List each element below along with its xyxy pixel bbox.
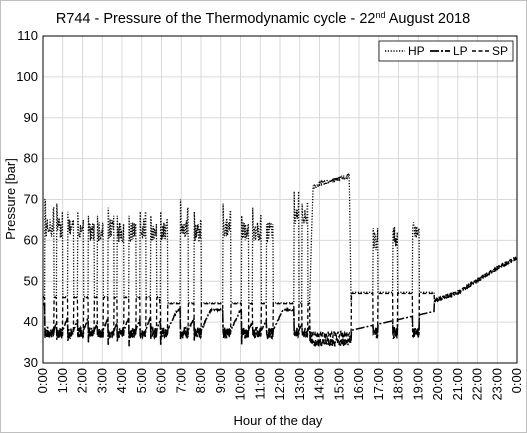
- series-sp-line: [43, 255, 518, 341]
- series-lp-line: [42, 257, 518, 350]
- x-tick-label-2: 2:00: [75, 368, 90, 393]
- y-tick-label-4: 70: [24, 192, 38, 207]
- chart-title-main: R744 - Pressure of the Thermodynamic cyc…: [56, 11, 376, 27]
- x-tick-label-22: 22:00: [470, 368, 485, 401]
- y-tick-label-7: 100: [16, 69, 38, 84]
- plot-area-border: [42, 35, 518, 364]
- chart-title-superscript: nd: [376, 10, 386, 20]
- x-tick-label-7: 7:00: [173, 368, 188, 393]
- y-tick-label-6: 90: [24, 110, 38, 125]
- y-tick-label-2: 50: [24, 273, 38, 288]
- x-tick-label-16: 16:00: [351, 368, 366, 401]
- y-tick-label-1: 40: [24, 314, 38, 329]
- legend-hp-label: HP: [408, 44, 425, 58]
- x-tick-label-13: 13:00: [292, 368, 307, 401]
- x-tick-label-4: 4:00: [114, 368, 129, 393]
- legend-sp-label: SP: [492, 44, 508, 58]
- chart-title-suffix: August 2018: [386, 11, 471, 27]
- x-tick-label-0: 0:00: [35, 368, 50, 393]
- x-tick-label-8: 8:00: [193, 368, 208, 393]
- x-tick-label-10: 10:00: [233, 368, 248, 401]
- x-tick-label-21: 21:00: [450, 368, 465, 401]
- series-hp-line: [43, 171, 518, 304]
- y-tick-label-0: 30: [24, 355, 38, 370]
- x-tick-label-15: 15:00: [331, 368, 346, 401]
- x-tick-label-1: 1:00: [55, 368, 70, 393]
- x-tick-label-20: 20:00: [430, 368, 445, 401]
- x-tick-label-24: 0:00: [509, 368, 524, 393]
- x-tick-label-3: 3:00: [94, 368, 109, 393]
- x-tick-label-19: 19:00: [410, 368, 425, 401]
- x-tick-label-23: 23:00: [489, 368, 504, 401]
- chart-title: R744 - Pressure of the Thermodynamic cyc…: [56, 10, 470, 27]
- x-tick-label-6: 6:00: [154, 368, 169, 393]
- x-tick-label-14: 14:00: [312, 368, 327, 401]
- x-tick-label-12: 12:00: [272, 368, 287, 401]
- x-tick-label-18: 18:00: [391, 368, 406, 401]
- y-tick-label-8: 110: [17, 28, 38, 43]
- y-tick-label-5: 80: [24, 151, 38, 166]
- x-tick-label-5: 5:00: [134, 368, 149, 393]
- legend-lp-label: LP: [453, 44, 468, 58]
- series-lines: [42, 171, 518, 350]
- x-axis-ticks: 0:00 1:00 2:00 3:00 4:00 5:00 6:00 7:00 8:00 9:00…: [35, 368, 524, 401]
- x-tick-label-9: 9:00: [213, 368, 228, 393]
- legend: HP LP SP: [378, 40, 514, 62]
- x-tick-label-11: 11:00: [252, 368, 267, 400]
- x-tick-label-17: 17:00: [371, 368, 386, 401]
- grid: [42, 35, 518, 364]
- x-axis-title: Hour of the day: [234, 413, 323, 428]
- y-tick-label-3: 60: [24, 232, 38, 247]
- y-axis-title: Pressure [bar]: [3, 158, 18, 240]
- y-axis-ticks: 30 40 50 60 70 80 90 100 110: [16, 28, 38, 370]
